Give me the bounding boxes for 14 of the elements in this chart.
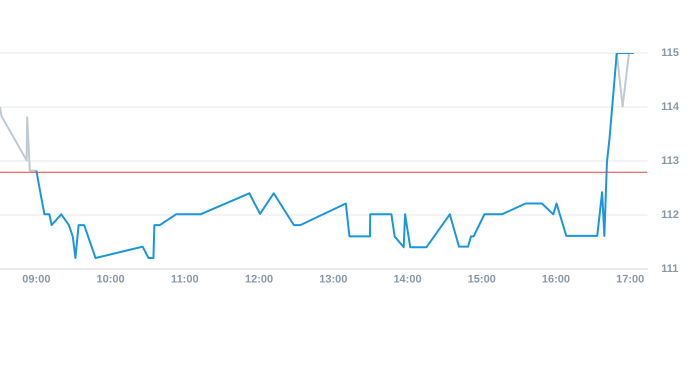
y-tick-label: 114 [661,100,680,113]
x-tick-label: 09:00 [22,273,50,286]
x-tick-label: 15:00 [468,273,496,286]
y-tick-label: 112 [661,208,680,221]
x-tick-label: 16:00 [542,273,570,286]
x-tick-label: 10:00 [96,273,125,286]
x-tick-label: 17:00 [616,273,644,286]
y-tick-label: 111 [661,262,678,275]
x-tick-label: 11:00 [171,273,199,286]
y-tick-label: 115 [661,47,680,60]
x-tick-label: 12:00 [244,273,274,286]
x-tick-label: 14:00 [393,273,422,286]
x-tick-label: 13:00 [319,273,348,286]
y-tick-label: 113 [661,154,680,167]
